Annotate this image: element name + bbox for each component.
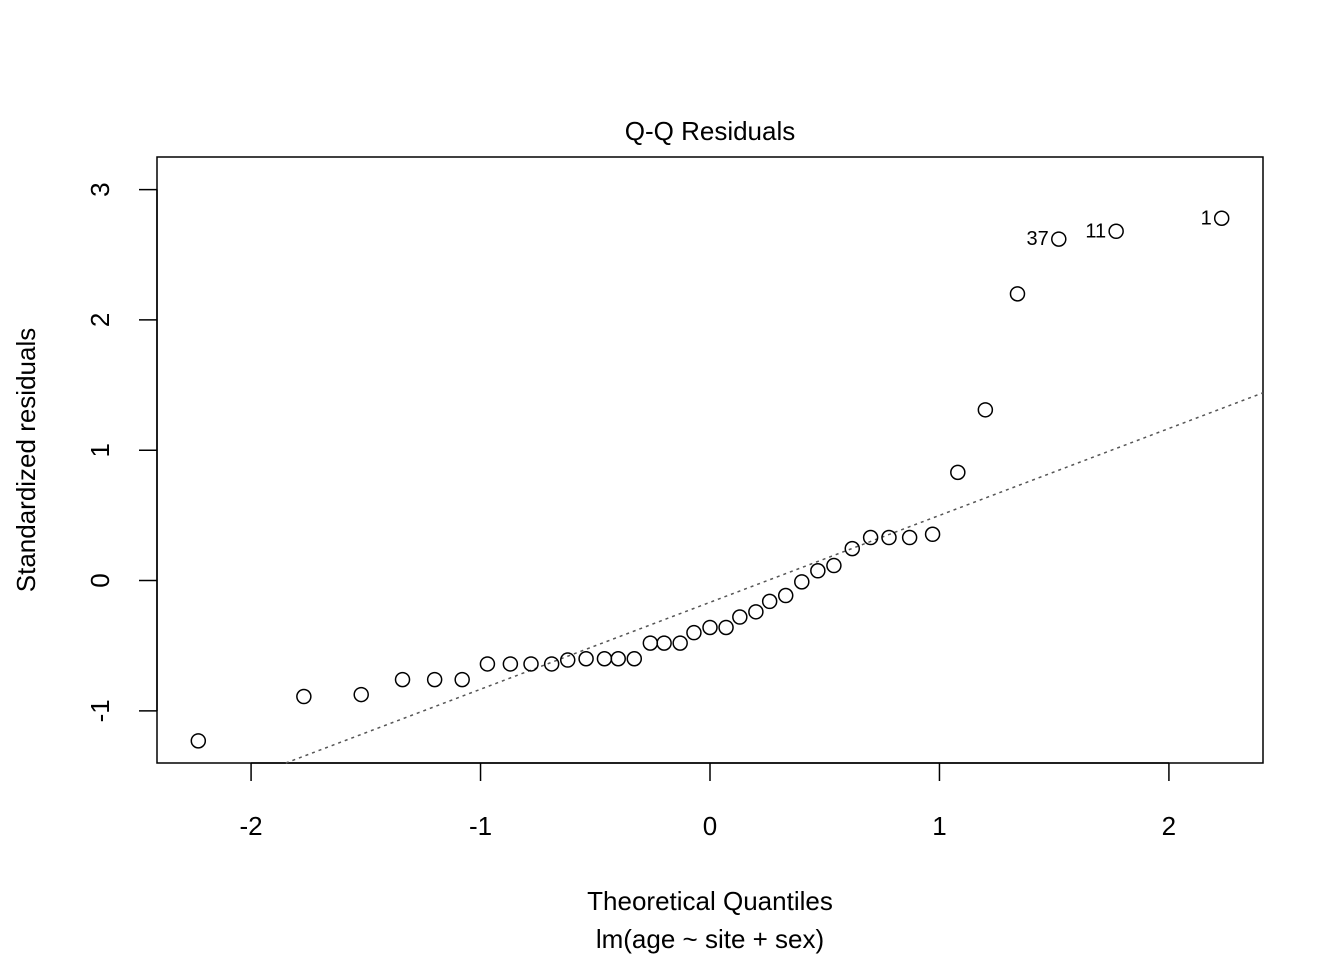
point-label: 1 bbox=[1201, 207, 1212, 229]
data-point bbox=[844, 540, 861, 557]
data-point bbox=[454, 671, 470, 688]
data-point bbox=[732, 609, 748, 625]
data-point bbox=[826, 557, 842, 574]
data-point bbox=[672, 635, 688, 651]
data-point bbox=[777, 587, 794, 604]
point-label: 37 bbox=[1027, 228, 1049, 250]
data-point bbox=[686, 624, 702, 641]
data-point bbox=[596, 650, 613, 667]
data-point bbox=[626, 650, 643, 667]
chart-title: Q-Q Residuals bbox=[625, 116, 796, 146]
data-point bbox=[426, 671, 443, 688]
x-tick-label: 0 bbox=[703, 811, 717, 841]
reference-line bbox=[285, 392, 1264, 764]
x-tick-label: -1 bbox=[469, 811, 492, 841]
data-point bbox=[1009, 286, 1026, 302]
data-point bbox=[610, 650, 626, 667]
x-tick-label: 1 bbox=[932, 811, 946, 841]
data-point bbox=[190, 733, 207, 749]
data-point bbox=[702, 619, 718, 636]
x-axis-label: Theoretical Quantiles bbox=[587, 886, 833, 916]
data-point bbox=[794, 574, 810, 590]
data-point bbox=[862, 529, 879, 546]
data-point bbox=[296, 688, 312, 705]
x-tick-label: -2 bbox=[240, 811, 263, 841]
data-point bbox=[901, 529, 918, 546]
data-point bbox=[578, 650, 594, 667]
plot-frame bbox=[156, 156, 1264, 764]
y-tick-label: 0 bbox=[85, 573, 115, 587]
data-point bbox=[479, 656, 496, 672]
y-axis-label: Standardized residuals bbox=[11, 328, 41, 593]
data-point bbox=[924, 526, 941, 543]
y-tick-label: 2 bbox=[85, 313, 115, 327]
data-point bbox=[502, 656, 519, 672]
data-point bbox=[761, 593, 778, 610]
data-point bbox=[394, 671, 411, 688]
data-point bbox=[718, 619, 734, 636]
data-point bbox=[642, 635, 659, 651]
data-point bbox=[1108, 223, 1124, 240]
data-point bbox=[1051, 231, 1067, 247]
y-tick-label: 3 bbox=[85, 182, 115, 196]
data-point bbox=[881, 529, 897, 546]
data-point bbox=[748, 604, 764, 620]
y-tick-label: 1 bbox=[85, 443, 115, 457]
data-point bbox=[950, 464, 966, 481]
data-point bbox=[810, 563, 826, 579]
data-point bbox=[353, 686, 369, 703]
data-point bbox=[1213, 210, 1230, 227]
data-point bbox=[523, 656, 539, 672]
x-tick-label: 2 bbox=[1162, 811, 1176, 841]
data-point bbox=[559, 652, 576, 668]
y-tick-label: -1 bbox=[85, 699, 115, 722]
x-axis-subtitle: lm(age ~ site + sex) bbox=[596, 924, 824, 954]
data-point bbox=[656, 635, 672, 651]
data-point bbox=[977, 402, 994, 418]
point-label: 11 bbox=[1085, 220, 1106, 242]
data-point bbox=[543, 656, 560, 672]
